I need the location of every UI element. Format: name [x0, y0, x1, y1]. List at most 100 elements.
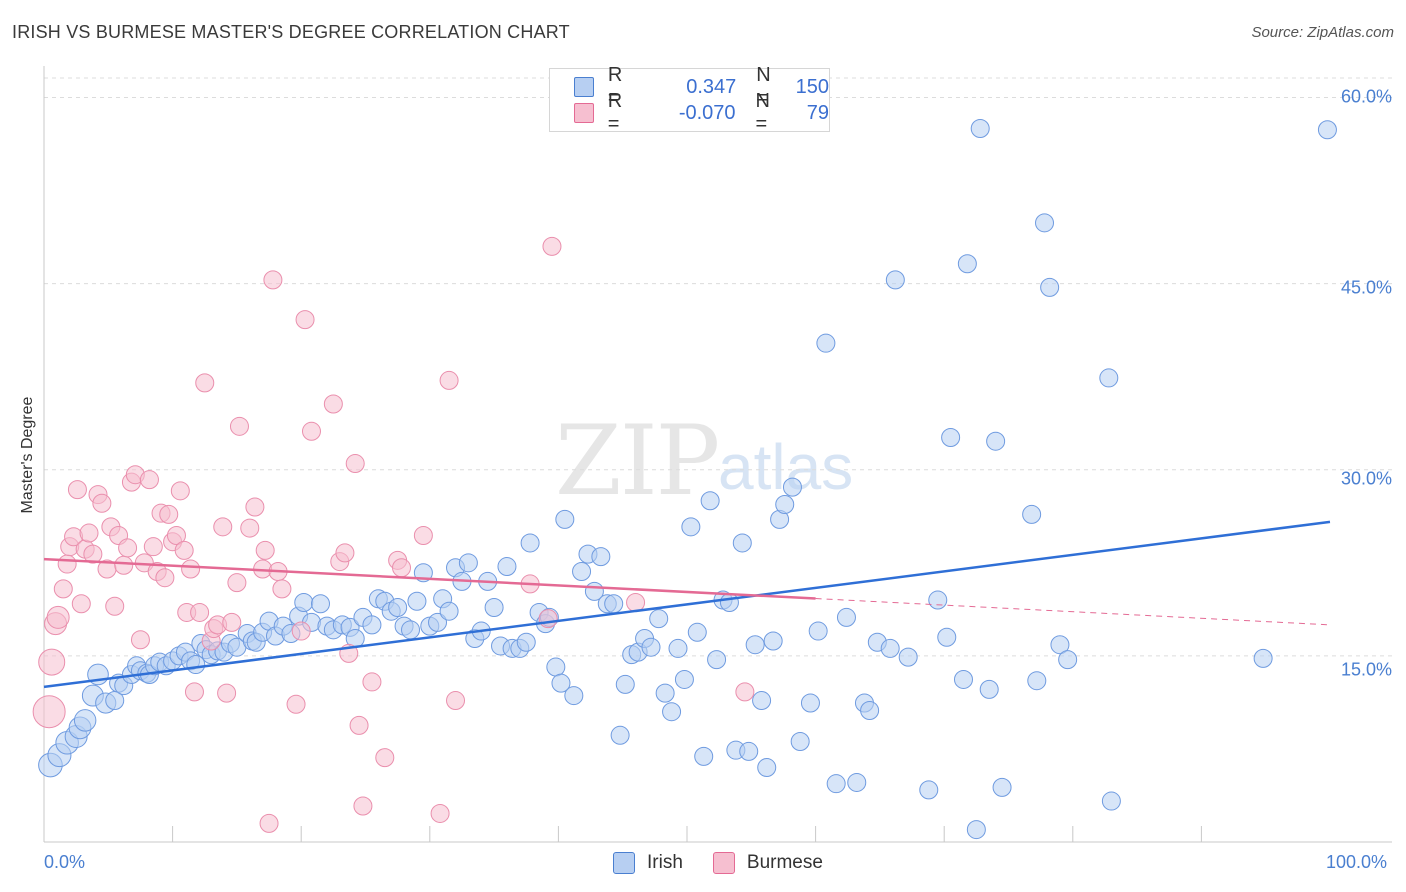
irish-point	[458, 553, 478, 573]
irish-point	[1035, 213, 1055, 233]
burmese-point	[83, 544, 103, 564]
burmese-point	[542, 236, 562, 256]
irish-point	[992, 777, 1012, 797]
irish-point	[953, 669, 973, 689]
burmese-point	[71, 594, 91, 614]
irish-point	[808, 621, 828, 641]
irish-point	[860, 700, 880, 720]
irish-point	[957, 254, 977, 274]
burmese-point	[67, 480, 87, 500]
irish-point	[551, 673, 571, 693]
burmese-point	[53, 579, 73, 599]
irish-point	[439, 601, 459, 621]
burmese-point	[446, 691, 466, 711]
burmese-point	[114, 555, 134, 575]
burmese-point	[626, 593, 646, 613]
y-tick-30: 30.0%	[1340, 468, 1392, 489]
irish-point	[674, 669, 694, 689]
irish-point	[401, 620, 421, 640]
irish-point	[752, 691, 772, 711]
burmese-point	[375, 748, 395, 768]
irish-point	[610, 725, 630, 745]
burmese-legend-label: Burmese	[746, 852, 823, 873]
irish-point	[757, 758, 777, 778]
burmese-point	[170, 481, 190, 501]
irish-point	[310, 594, 330, 614]
series-legend: Irish Burmese	[613, 852, 853, 874]
source-label: Source: ZipAtlas.com	[1251, 24, 1394, 41]
burmese-point	[190, 602, 210, 622]
burmese-point	[245, 497, 265, 517]
burmese-point	[353, 796, 373, 816]
x-tick-max: 100.0%	[1326, 852, 1388, 872]
y-axis-label: Master's Degree	[19, 396, 36, 514]
burmese-point	[295, 310, 315, 330]
burmese-point	[323, 394, 343, 414]
irish-legend-label: Irish	[647, 852, 683, 873]
irish-point	[979, 679, 999, 699]
irish-point	[847, 772, 867, 792]
y-tick-60: 60.0%	[1340, 86, 1392, 107]
irish-point	[1253, 648, 1273, 668]
irish-point	[941, 427, 961, 447]
irish-point	[836, 607, 856, 627]
irish-point	[1058, 650, 1078, 670]
irish-point	[707, 650, 727, 670]
irish-point	[800, 693, 820, 713]
irish-point	[564, 686, 584, 706]
burmese-point	[46, 605, 70, 629]
irish-point	[668, 638, 688, 658]
irish-point	[516, 632, 536, 652]
irish-point	[898, 647, 918, 667]
irish-point	[694, 746, 714, 766]
irish-point	[732, 533, 752, 553]
correlation-legend: R = 0.347 N = 150 R = -0.070 N = 79	[549, 64, 830, 135]
burmese-point	[362, 672, 382, 692]
burmese-legend-swatch	[712, 852, 735, 874]
burmese-point	[92, 493, 112, 513]
irish-point	[880, 638, 900, 658]
irish-point	[1050, 635, 1070, 655]
irish-point	[546, 657, 566, 677]
irish-point	[970, 119, 990, 139]
irish-point	[407, 591, 427, 611]
burmese-point	[240, 518, 260, 538]
irish-point	[615, 674, 635, 694]
legend-item-irish[interactable]: Irish	[613, 852, 683, 874]
irish-point	[763, 631, 783, 651]
irish-point	[681, 517, 701, 537]
irish-point	[428, 612, 448, 632]
burmese-point	[335, 543, 355, 563]
irish-point	[790, 731, 810, 751]
burmese-point	[195, 373, 215, 393]
irish-point	[919, 780, 939, 800]
burmese-point	[166, 526, 186, 546]
burmese-point	[259, 813, 279, 833]
irish-point	[662, 702, 682, 722]
burmese-r-value: -0.070	[678, 101, 736, 124]
irish-point	[687, 622, 707, 642]
burmese-point	[181, 559, 201, 579]
burmese-point	[32, 695, 66, 729]
burmese-point	[255, 540, 275, 560]
legend-item-burmese[interactable]: Burmese	[712, 852, 823, 874]
irish-point	[655, 683, 675, 703]
irish-r-label: R =	[607, 64, 623, 109]
watermark-zip: ZIP	[555, 405, 720, 517]
y-tick-15: 15.0%	[1340, 659, 1392, 680]
burmese-point	[79, 523, 99, 543]
irish-point	[497, 557, 517, 577]
burmese-point	[105, 596, 125, 616]
irish-point	[928, 590, 948, 610]
burmese-point	[392, 558, 412, 578]
burmese-point	[38, 648, 66, 676]
irish-point	[572, 561, 592, 581]
burmese-point	[538, 609, 558, 629]
burmese-n-label: N =	[755, 90, 770, 135]
irish-point	[520, 533, 540, 553]
burmese-point	[349, 715, 369, 735]
irish-point	[1022, 504, 1042, 524]
burmese-point	[229, 416, 249, 436]
burmese-swatch	[574, 103, 594, 123]
